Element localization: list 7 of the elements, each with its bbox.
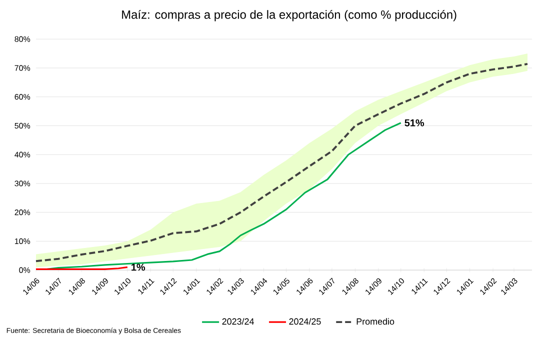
line-series [46, 122, 402, 270]
legend-label: 2024/25 [289, 318, 321, 325]
data-label: 51% [404, 119, 424, 126]
data-label: 1% [132, 264, 146, 271]
legend-label: 2023/24 [222, 318, 254, 325]
legend-label: Promedio [356, 318, 394, 325]
chart-title: Maíz: compras a precio de la exportación (como % producción) [122, 10, 456, 22]
